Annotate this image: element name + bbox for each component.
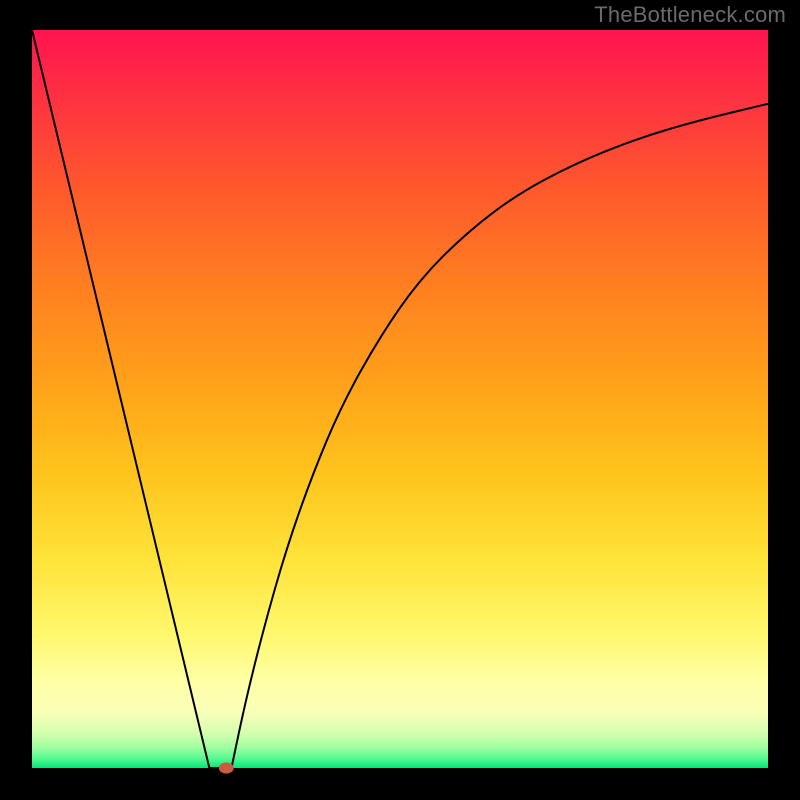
- bottleneck-curve-chart: [0, 0, 800, 800]
- plot-background: [32, 30, 768, 768]
- chart-frame: TheBottleneck.com: [0, 0, 800, 800]
- optimum-marker: [219, 763, 233, 773]
- watermark-text: TheBottleneck.com: [594, 2, 786, 28]
